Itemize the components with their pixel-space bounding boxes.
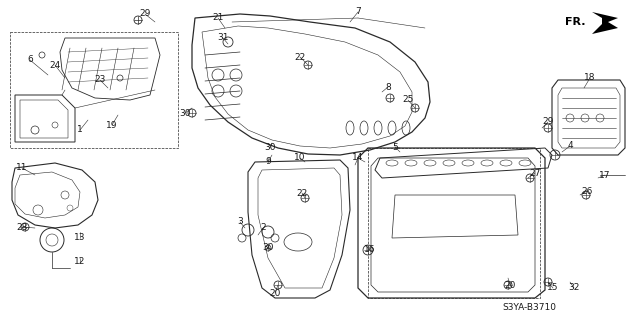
Text: S3YA-B3710: S3YA-B3710 bbox=[502, 303, 556, 313]
Text: 19: 19 bbox=[106, 121, 118, 130]
Text: 20: 20 bbox=[269, 288, 281, 298]
Polygon shape bbox=[592, 12, 618, 34]
Text: 30: 30 bbox=[179, 108, 191, 117]
Text: 16: 16 bbox=[364, 246, 376, 255]
Text: 6: 6 bbox=[27, 56, 33, 64]
Text: 7: 7 bbox=[355, 8, 361, 17]
Text: 12: 12 bbox=[74, 257, 86, 266]
Text: 23: 23 bbox=[94, 76, 106, 85]
Text: FR.: FR. bbox=[565, 17, 586, 27]
Text: 5: 5 bbox=[392, 143, 398, 152]
Text: 1: 1 bbox=[77, 125, 83, 135]
Text: 17: 17 bbox=[599, 170, 611, 180]
Text: 26: 26 bbox=[581, 187, 593, 196]
Text: 9: 9 bbox=[265, 158, 271, 167]
Text: 24: 24 bbox=[49, 61, 61, 70]
Text: 15: 15 bbox=[547, 284, 559, 293]
Text: 29: 29 bbox=[542, 117, 554, 127]
Text: 3: 3 bbox=[237, 218, 243, 226]
Text: 29: 29 bbox=[140, 10, 150, 19]
Text: 28: 28 bbox=[16, 222, 28, 232]
Text: 22: 22 bbox=[294, 53, 306, 62]
Text: 32: 32 bbox=[568, 284, 580, 293]
Text: 8: 8 bbox=[385, 83, 391, 92]
Text: 25: 25 bbox=[403, 95, 413, 105]
Text: 27: 27 bbox=[529, 168, 541, 177]
Text: 10: 10 bbox=[294, 153, 306, 162]
Text: 30: 30 bbox=[262, 243, 274, 253]
Text: 13: 13 bbox=[74, 234, 86, 242]
Text: 20: 20 bbox=[504, 280, 516, 290]
Text: 2: 2 bbox=[260, 224, 266, 233]
Text: 11: 11 bbox=[16, 164, 28, 173]
Text: 22: 22 bbox=[296, 189, 308, 197]
Text: 30: 30 bbox=[264, 144, 276, 152]
Text: 4: 4 bbox=[567, 142, 573, 151]
Text: 21: 21 bbox=[212, 13, 224, 23]
Text: 18: 18 bbox=[584, 73, 596, 83]
Text: 14: 14 bbox=[352, 153, 364, 162]
Text: 31: 31 bbox=[217, 33, 228, 42]
